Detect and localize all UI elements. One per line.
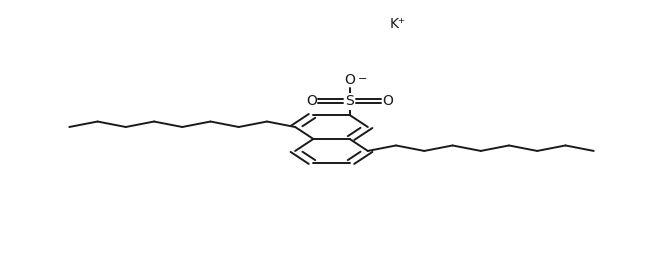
Text: S: S [345, 94, 354, 108]
Text: K⁺: K⁺ [389, 17, 406, 31]
Text: O: O [306, 94, 317, 108]
Text: O: O [383, 94, 393, 108]
Text: O: O [344, 73, 355, 87]
Text: −: − [358, 74, 367, 84]
